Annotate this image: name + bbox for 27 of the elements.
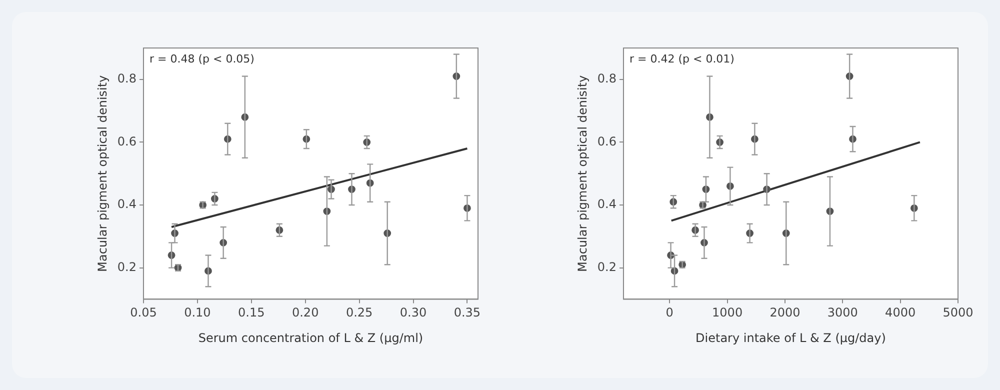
x-tick-label: 0.05: [130, 306, 157, 320]
x-tick-label: 0.35: [454, 306, 481, 320]
y-axis-title: Macular pigment optical denisity: [95, 75, 110, 272]
x-tick-label: 0.25: [346, 306, 373, 320]
x-tick-label: 0.10: [184, 306, 211, 320]
x-tick-label: 1000: [712, 306, 743, 320]
x-tick-label: 3000: [827, 306, 858, 320]
x-axis-title: Serum concentration of L & Z (μg/ml): [198, 330, 424, 345]
x-axis-title: Dietary intake of L & Z (μg/day): [696, 330, 886, 345]
x-tick-label: 0: [666, 306, 674, 320]
y-tick-label: 0.4: [597, 197, 616, 212]
x-tick-label: 0.30: [400, 306, 427, 320]
x-tick-label: 5000: [942, 306, 974, 320]
x-tick-label: 4000: [885, 306, 916, 320]
x-tick-label: 2000: [770, 306, 800, 320]
y-tick-label: 0.6: [597, 134, 616, 148]
y-axis-title: Macular pigment optical denisity: [575, 75, 590, 272]
y-tick-label: 0.8: [597, 72, 616, 86]
y-tick-label: 0.8: [117, 72, 136, 86]
annotation: r = 0.42 (p < 0.01): [629, 52, 734, 66]
y-tick-label: 0.6: [117, 134, 136, 148]
y-tick-label: 0.2: [117, 260, 136, 274]
x-tick-label: 0.15: [238, 306, 265, 320]
y-tick-label: 0.2: [597, 260, 616, 274]
annotation: r = 0.48 (p < 0.05): [149, 52, 254, 66]
y-tick-label: 0.4: [117, 197, 136, 212]
x-tick-label: 0.20: [292, 306, 319, 320]
